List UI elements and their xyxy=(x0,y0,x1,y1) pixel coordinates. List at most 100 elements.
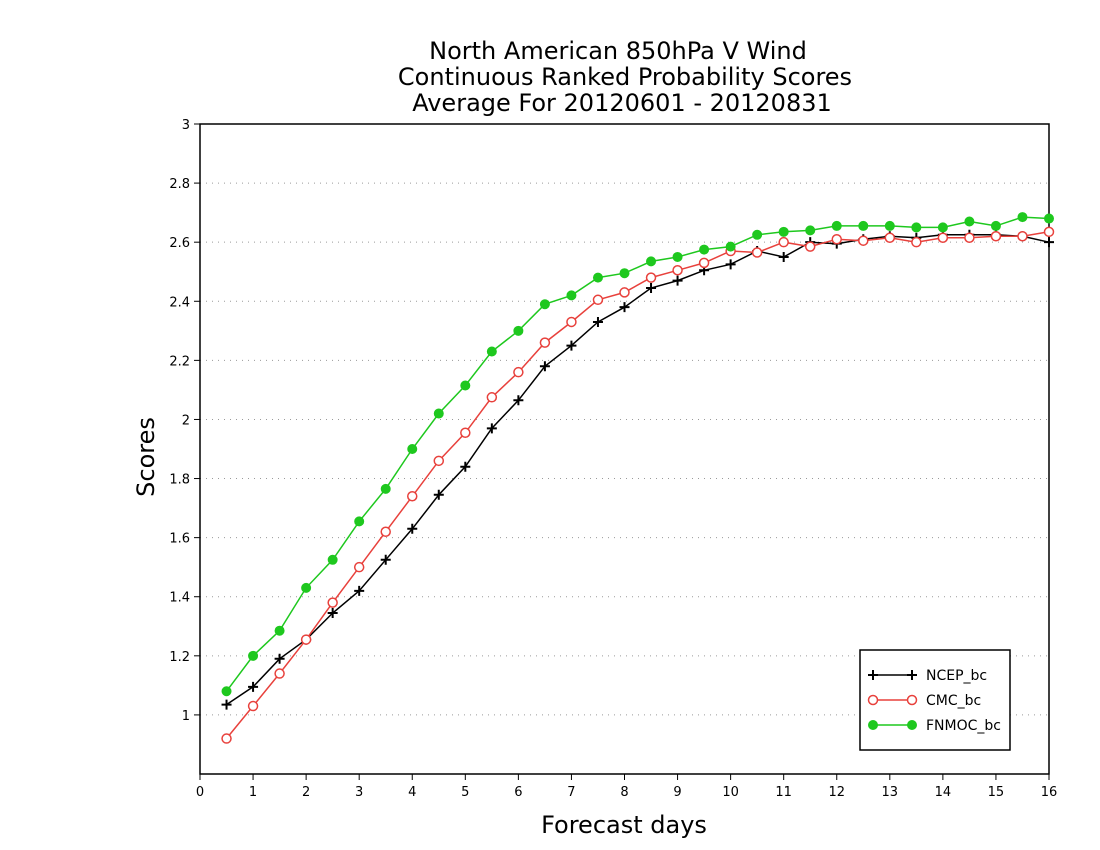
data-point xyxy=(274,653,285,664)
x-tick-label: 4 xyxy=(408,785,416,800)
data-point xyxy=(868,670,878,680)
data-point xyxy=(906,694,918,706)
series-NCEP_bc xyxy=(221,229,1054,710)
x-tick-label: 6 xyxy=(514,785,522,800)
x-tick-label: 13 xyxy=(882,785,899,800)
x-tick-label: 10 xyxy=(722,785,739,800)
y-axis-label: Scores xyxy=(132,417,160,497)
data-point xyxy=(907,670,917,680)
y-tick-label: 1 xyxy=(182,709,190,724)
x-tick-label: 11 xyxy=(775,785,792,800)
data-point xyxy=(513,366,524,378)
data-point xyxy=(867,694,879,706)
data-point xyxy=(433,455,445,467)
x-tick-label: 5 xyxy=(461,785,469,800)
data-point xyxy=(1017,212,1028,223)
series-line xyxy=(225,216,1050,692)
data-point xyxy=(486,423,497,434)
data-point xyxy=(645,272,657,283)
data-point xyxy=(274,625,285,636)
y-tick-label: 2.2 xyxy=(169,354,190,369)
legend: NCEP_bc CMC_bc FNMOC_bc xyxy=(859,649,1011,751)
data-point xyxy=(907,720,917,730)
y-tick-label: 2.8 xyxy=(169,177,190,192)
legend-label: CMC_bc xyxy=(926,693,981,709)
data-point xyxy=(433,408,444,419)
x-tick-label: 0 xyxy=(196,785,204,800)
y-tick-label: 2.6 xyxy=(169,236,190,251)
data-point xyxy=(460,461,471,472)
y-tick-label: 1.6 xyxy=(169,532,190,547)
legend-item: NCEP_bc xyxy=(868,668,987,684)
data-point xyxy=(327,554,338,565)
data-point xyxy=(911,222,922,233)
data-point xyxy=(486,392,498,403)
data-point xyxy=(327,607,338,618)
data-point xyxy=(539,337,551,348)
data-point xyxy=(858,220,869,231)
x-tick-label: 9 xyxy=(673,785,681,800)
data-point xyxy=(672,251,683,262)
y-axis-ticks: 1 1.2 1.4 1.6 1.8 2 2.2 2.4 2.6 2.8 3 xyxy=(169,118,200,724)
data-point xyxy=(884,232,896,243)
data-point xyxy=(725,259,736,270)
data-point xyxy=(1044,213,1054,224)
data-point xyxy=(539,361,550,372)
data-point xyxy=(380,483,391,494)
data-point xyxy=(407,491,418,502)
data-point xyxy=(592,316,603,327)
data-point xyxy=(380,554,391,565)
data-point xyxy=(778,236,789,248)
y-tick-label: 1.4 xyxy=(169,591,190,606)
data-point xyxy=(407,523,418,534)
data-point xyxy=(858,235,869,246)
legend-label: NCEP_bc xyxy=(926,668,987,684)
data-point xyxy=(990,220,1001,231)
legend-item: CMC_bc xyxy=(867,693,981,709)
data-point xyxy=(486,346,497,357)
data-point xyxy=(592,272,603,283)
data-point xyxy=(354,516,365,527)
data-point xyxy=(274,668,285,679)
x-axis-label: Forecast days xyxy=(541,811,707,839)
data-point xyxy=(460,380,471,391)
chart-title-line-2: Continuous Ranked Probability Scores xyxy=(398,63,852,91)
y-tick-label: 1.2 xyxy=(169,650,190,665)
data-point xyxy=(460,427,471,438)
y-tick-label: 1.8 xyxy=(169,473,190,488)
data-point xyxy=(831,233,842,245)
data-point xyxy=(990,231,1002,242)
data-point xyxy=(566,340,577,351)
data-point xyxy=(592,294,604,306)
x-tick-label: 14 xyxy=(935,785,952,800)
x-tick-label: 2 xyxy=(302,785,310,800)
data-point xyxy=(619,268,630,279)
data-point xyxy=(752,229,763,240)
data-point xyxy=(911,236,922,248)
y-tick-label: 3 xyxy=(182,118,190,133)
data-point xyxy=(1017,231,1028,242)
data-point xyxy=(300,634,312,645)
data-point xyxy=(566,316,577,328)
x-axis-ticks: 0 1 2 3 4 5 6 7 8 9 10 11 12 13 14 15 16 xyxy=(196,774,1057,800)
data-point xyxy=(725,241,736,252)
y-tick-label: 2 xyxy=(182,413,190,428)
data-point xyxy=(566,290,577,301)
series-line xyxy=(226,234,1050,706)
chart-title-line-1: North American 850hPa V Wind xyxy=(429,37,807,65)
data-point xyxy=(301,582,312,593)
data-point xyxy=(248,681,259,692)
series-FNMOC_bc xyxy=(221,212,1054,697)
data-point xyxy=(937,222,948,233)
data-point xyxy=(539,299,550,310)
data-point xyxy=(353,561,365,573)
data-point xyxy=(884,220,895,231)
x-tick-label: 12 xyxy=(828,785,845,800)
data-point xyxy=(513,325,524,336)
data-point xyxy=(699,244,710,255)
x-tick-label: 15 xyxy=(988,785,1005,800)
series-layer xyxy=(221,212,1055,744)
data-point xyxy=(964,232,975,243)
x-tick-label: 16 xyxy=(1041,785,1058,800)
